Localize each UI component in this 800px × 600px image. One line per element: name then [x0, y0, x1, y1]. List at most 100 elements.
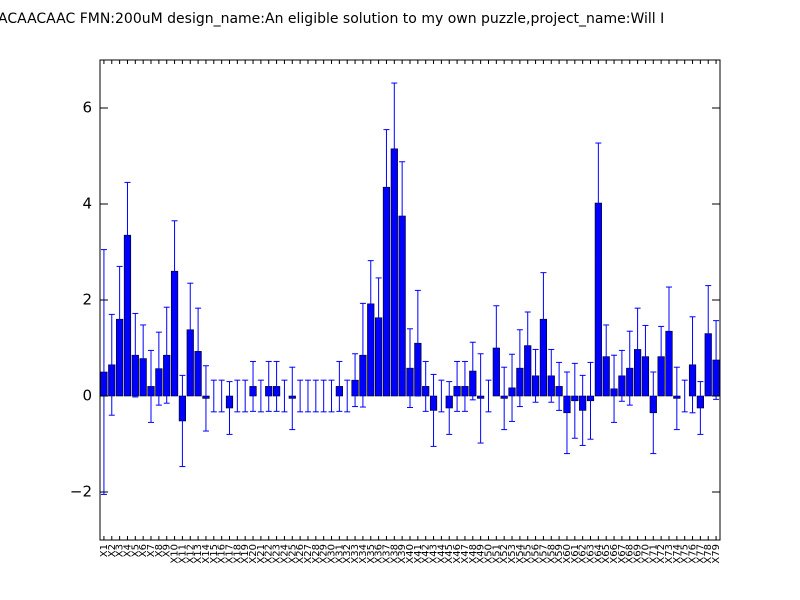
x-tick-label: X25 — [287, 544, 298, 564]
x-tick-label: X65 — [601, 544, 612, 564]
x-tick-label: X23 — [272, 544, 283, 564]
error-bar — [265, 360, 272, 412]
x-tick-label: X73 — [664, 544, 675, 564]
x-tick-label: X62 — [578, 544, 589, 564]
x-tick-label: X40 — [405, 544, 416, 564]
error-bar — [359, 302, 366, 408]
y-tick-label: 4 — [82, 195, 92, 213]
x-tick-label: X24 — [279, 544, 290, 564]
error-bar — [179, 374, 186, 468]
error-bar — [681, 379, 688, 413]
x-tick-label: X79 — [711, 544, 722, 564]
x-tick-label: X66 — [609, 544, 620, 564]
x-tick-label: X57 — [538, 544, 549, 564]
x-tick-label: X59 — [554, 544, 565, 564]
error-bar — [705, 285, 712, 383]
error-bar — [493, 305, 500, 391]
x-tick-label: X10 — [170, 544, 181, 564]
x-tick-label: X42 — [421, 544, 432, 564]
chart-title: ACAACAAC FMN:200uM design_name:An eligib… — [0, 11, 664, 27]
x-tick-label: X60 — [562, 544, 573, 564]
x-tick-label: X69 — [633, 544, 644, 564]
x-tick-label: X3 — [115, 544, 126, 557]
error-bar — [218, 379, 225, 413]
error-bar — [485, 379, 492, 413]
x-tick-label: X5 — [130, 544, 141, 557]
x-tick-label: X58 — [546, 544, 557, 564]
x-tick-label: X34 — [358, 544, 369, 564]
x-tick-label: X50 — [483, 544, 494, 564]
error-bar — [407, 328, 413, 409]
x-tick-label: X43 — [429, 544, 440, 564]
error-bar — [556, 361, 563, 411]
error-bar — [446, 381, 453, 435]
x-tick-label: X47 — [460, 544, 471, 564]
error-bar — [422, 360, 429, 412]
x-tick-label: X78 — [703, 544, 714, 564]
x-tick-label: X28 — [311, 544, 322, 564]
x-tick-label: X16 — [217, 544, 228, 564]
error-bar — [155, 331, 162, 406]
error-bar — [713, 320, 720, 400]
x-tick-label: X33 — [350, 544, 361, 564]
x-tick-label: X17 — [224, 544, 235, 564]
error-bar — [234, 379, 241, 413]
error-bar — [202, 365, 209, 432]
error-bar — [100, 249, 107, 495]
y-tick-label: 2 — [82, 291, 92, 309]
x-tick-label: X12 — [185, 544, 196, 564]
x-tick-label: X76 — [688, 544, 699, 564]
error-bar — [336, 360, 343, 412]
error-bar — [281, 379, 288, 413]
error-bar — [587, 361, 594, 440]
x-tick-label: X71 — [648, 544, 659, 564]
x-tick-label: X26 — [295, 544, 306, 564]
y-tick-label: 6 — [82, 99, 92, 117]
x-tick-label: X41 — [413, 544, 424, 564]
error-bar — [501, 366, 508, 431]
error-bar — [540, 272, 547, 367]
error-bar — [328, 379, 335, 413]
error-bar — [344, 379, 351, 413]
x-tick-label: X31 — [334, 544, 345, 564]
error-bar — [469, 341, 476, 401]
x-tick-label: X35 — [366, 544, 377, 564]
x-tick-label: X49 — [476, 544, 487, 564]
x-tick-label: X55 — [523, 544, 534, 564]
x-tick-label: X37 — [381, 544, 392, 564]
error-bar — [242, 379, 249, 413]
x-tick-label: X54 — [515, 544, 526, 564]
x-tick-label: X75 — [680, 544, 691, 564]
error-bar — [352, 353, 359, 408]
error-bar — [579, 374, 586, 446]
x-tick-label: X2 — [107, 544, 118, 557]
error-bar — [304, 379, 311, 413]
x-tick-label: X36 — [374, 544, 385, 564]
error-bar — [642, 324, 649, 389]
x-tick-label: X38 — [389, 544, 400, 564]
x-tick-label: X56 — [531, 544, 542, 564]
x-tick-label: X77 — [695, 544, 706, 564]
x-tick-label: X44 — [436, 544, 447, 564]
error-bar — [509, 353, 516, 422]
error-bar — [210, 379, 217, 413]
error-bar — [571, 362, 578, 439]
x-tick-label: X46 — [452, 544, 463, 564]
error-bar — [124, 181, 131, 289]
error-bar — [697, 381, 704, 435]
error-bar — [171, 220, 178, 323]
error-bar — [603, 324, 610, 389]
x-tick-label: X63 — [586, 544, 597, 564]
x-tick-label: X64 — [593, 544, 604, 564]
error-bar — [626, 330, 633, 406]
error-bar — [634, 307, 641, 392]
error-bar — [532, 348, 539, 403]
error-bar — [548, 348, 555, 403]
x-tick-label: X20 — [248, 544, 259, 564]
x-tick-label: X68 — [625, 544, 636, 564]
error-bar — [195, 307, 202, 396]
error-bar — [563, 371, 570, 455]
error-bar — [320, 379, 327, 413]
error-bar — [618, 349, 625, 402]
